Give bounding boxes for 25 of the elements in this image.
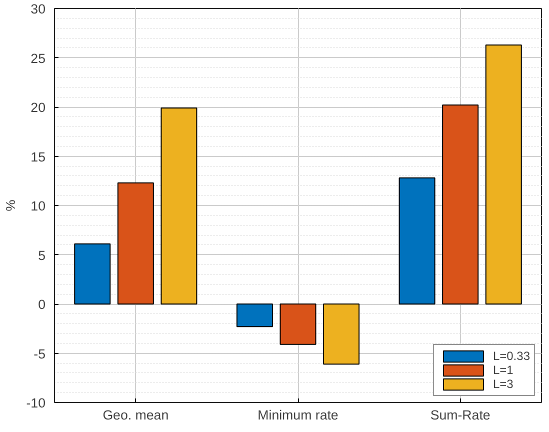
bar [323, 304, 360, 365]
bar [280, 304, 316, 345]
legend-label: L=1 [492, 363, 514, 377]
bar [236, 304, 273, 328]
y-tick-label: 10 [30, 198, 46, 214]
bar [160, 107, 198, 304]
bar [117, 182, 154, 304]
y-tick-label: 30 [30, 2, 46, 16]
y-tick-label: 25 [30, 50, 46, 66]
bar [442, 104, 479, 304]
x-tick-label: Geo. mean [102, 408, 169, 422]
x-tick-label: Sum-Rate [430, 408, 490, 422]
legend-label: L=3 [492, 377, 514, 391]
y-tick-label: -10 [26, 396, 46, 410]
legend-label: L=0.33 [492, 349, 530, 363]
bar [485, 44, 522, 304]
y-tick-label: 15 [30, 149, 46, 164]
y-tick-label: 5 [38, 248, 46, 263]
y-tick-label: -5 [34, 346, 46, 362]
bar [74, 243, 111, 304]
y-axis-title: % [3, 199, 18, 212]
y-tick-label: 0 [38, 297, 46, 312]
x-tick-label: Minimum rate [258, 408, 338, 422]
bar [398, 177, 436, 304]
y-tick-label: 20 [30, 100, 46, 115]
